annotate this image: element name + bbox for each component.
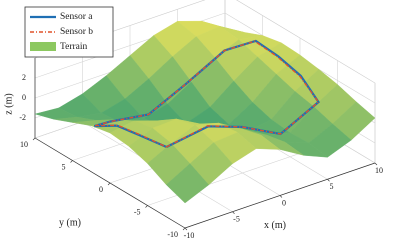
y-tick-label: 10 <box>20 140 28 149</box>
x-tick-label: 5 <box>330 182 334 191</box>
z-tick-label: 2 <box>22 73 26 82</box>
legend-label: Terrain <box>60 42 88 52</box>
x-axis-label: x (m) <box>264 220 286 231</box>
x-tick <box>184 227 188 231</box>
z-tick-label: -2 <box>19 113 26 122</box>
y-tick-label: 0 <box>99 185 103 194</box>
z-tick-label: 0 <box>22 93 26 102</box>
y-tick <box>182 227 186 231</box>
trajectory-line <box>95 40 320 148</box>
y-axis <box>34 137 186 229</box>
x-tick-label: -10 <box>184 231 195 240</box>
z-axis-label: z (m) <box>3 93 14 114</box>
trajectories <box>93 39 320 149</box>
x-axis <box>184 162 376 229</box>
y-tick-label: 5 <box>62 162 66 171</box>
y-tick <box>107 182 111 186</box>
y-tick <box>32 137 36 141</box>
x-tick-label: 10 <box>375 166 383 175</box>
x-tick <box>327 179 330 182</box>
x-tick <box>232 211 235 214</box>
legend-swatch <box>30 42 56 51</box>
legend-label: Sensor a <box>60 12 93 22</box>
y-tick <box>145 205 148 208</box>
legend: Sensor a Sensor b Terrain <box>24 6 114 58</box>
y-tick <box>70 160 73 163</box>
x-tick-label: -5 <box>233 215 240 224</box>
y-tick-label: -10 <box>167 230 178 239</box>
legend-label: Sensor b <box>60 27 93 37</box>
x-tick-label: 0 <box>282 198 286 207</box>
x-tick <box>279 195 283 198</box>
surface-patch <box>165 163 210 204</box>
y-axis-label: y (m) <box>59 217 81 228</box>
y-tick-label: -5 <box>134 207 141 216</box>
x-tick <box>374 162 378 166</box>
surface <box>34 20 376 204</box>
